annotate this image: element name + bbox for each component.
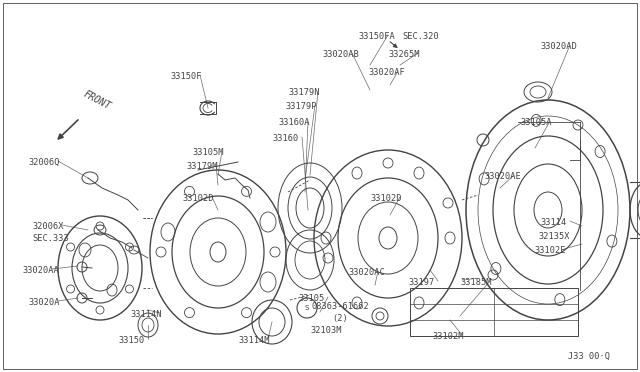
Text: (2): (2) [332, 314, 348, 323]
Text: S: S [305, 305, 309, 311]
Text: 33105A: 33105A [520, 118, 552, 127]
Text: 33114: 33114 [540, 218, 566, 227]
Text: 33102D: 33102D [182, 194, 214, 203]
Text: 33020AD: 33020AD [540, 42, 577, 51]
Text: 33105: 33105 [298, 294, 324, 303]
Text: 33020AC: 33020AC [348, 268, 385, 277]
Text: 33150: 33150 [118, 336, 144, 345]
Text: 33114M: 33114M [238, 336, 269, 345]
Text: 08363-61662: 08363-61662 [312, 302, 370, 311]
Text: 33179N: 33179N [288, 88, 319, 97]
Text: 33160A: 33160A [278, 118, 310, 127]
Text: 33102M: 33102M [432, 332, 463, 341]
Text: 33105M: 33105M [192, 148, 223, 157]
Text: 32135X: 32135X [538, 232, 570, 241]
Text: 33197: 33197 [408, 278, 435, 287]
Text: 33102D: 33102D [370, 194, 401, 203]
Text: 33102E: 33102E [534, 246, 566, 255]
Text: 32103M: 32103M [310, 326, 342, 335]
Text: 33020A: 33020A [28, 298, 60, 307]
Text: 33150FA: 33150FA [358, 32, 395, 41]
Text: 32006Q: 32006Q [28, 158, 60, 167]
Text: 33179P: 33179P [285, 102, 317, 111]
Text: 33265M: 33265M [388, 50, 419, 59]
Text: 33160: 33160 [272, 134, 298, 143]
Text: 33150F: 33150F [170, 72, 202, 81]
Text: 33020AB: 33020AB [322, 50, 359, 59]
Text: 33020AE: 33020AE [484, 172, 521, 181]
Text: J33 00·Q: J33 00·Q [568, 352, 610, 361]
Text: 32006X: 32006X [32, 222, 63, 231]
Text: 33114N: 33114N [130, 310, 161, 319]
Text: 33020AA: 33020AA [22, 266, 59, 275]
Text: SEC.320: SEC.320 [402, 32, 439, 41]
Bar [410, 288, 578, 336]
Text: 33179M: 33179M [186, 162, 218, 171]
Text: 33020AF: 33020AF [368, 68, 404, 77]
Text: FRONT: FRONT [82, 89, 113, 112]
Text: 33185M: 33185M [460, 278, 492, 287]
Text: SEC.333: SEC.333 [32, 234, 68, 243]
